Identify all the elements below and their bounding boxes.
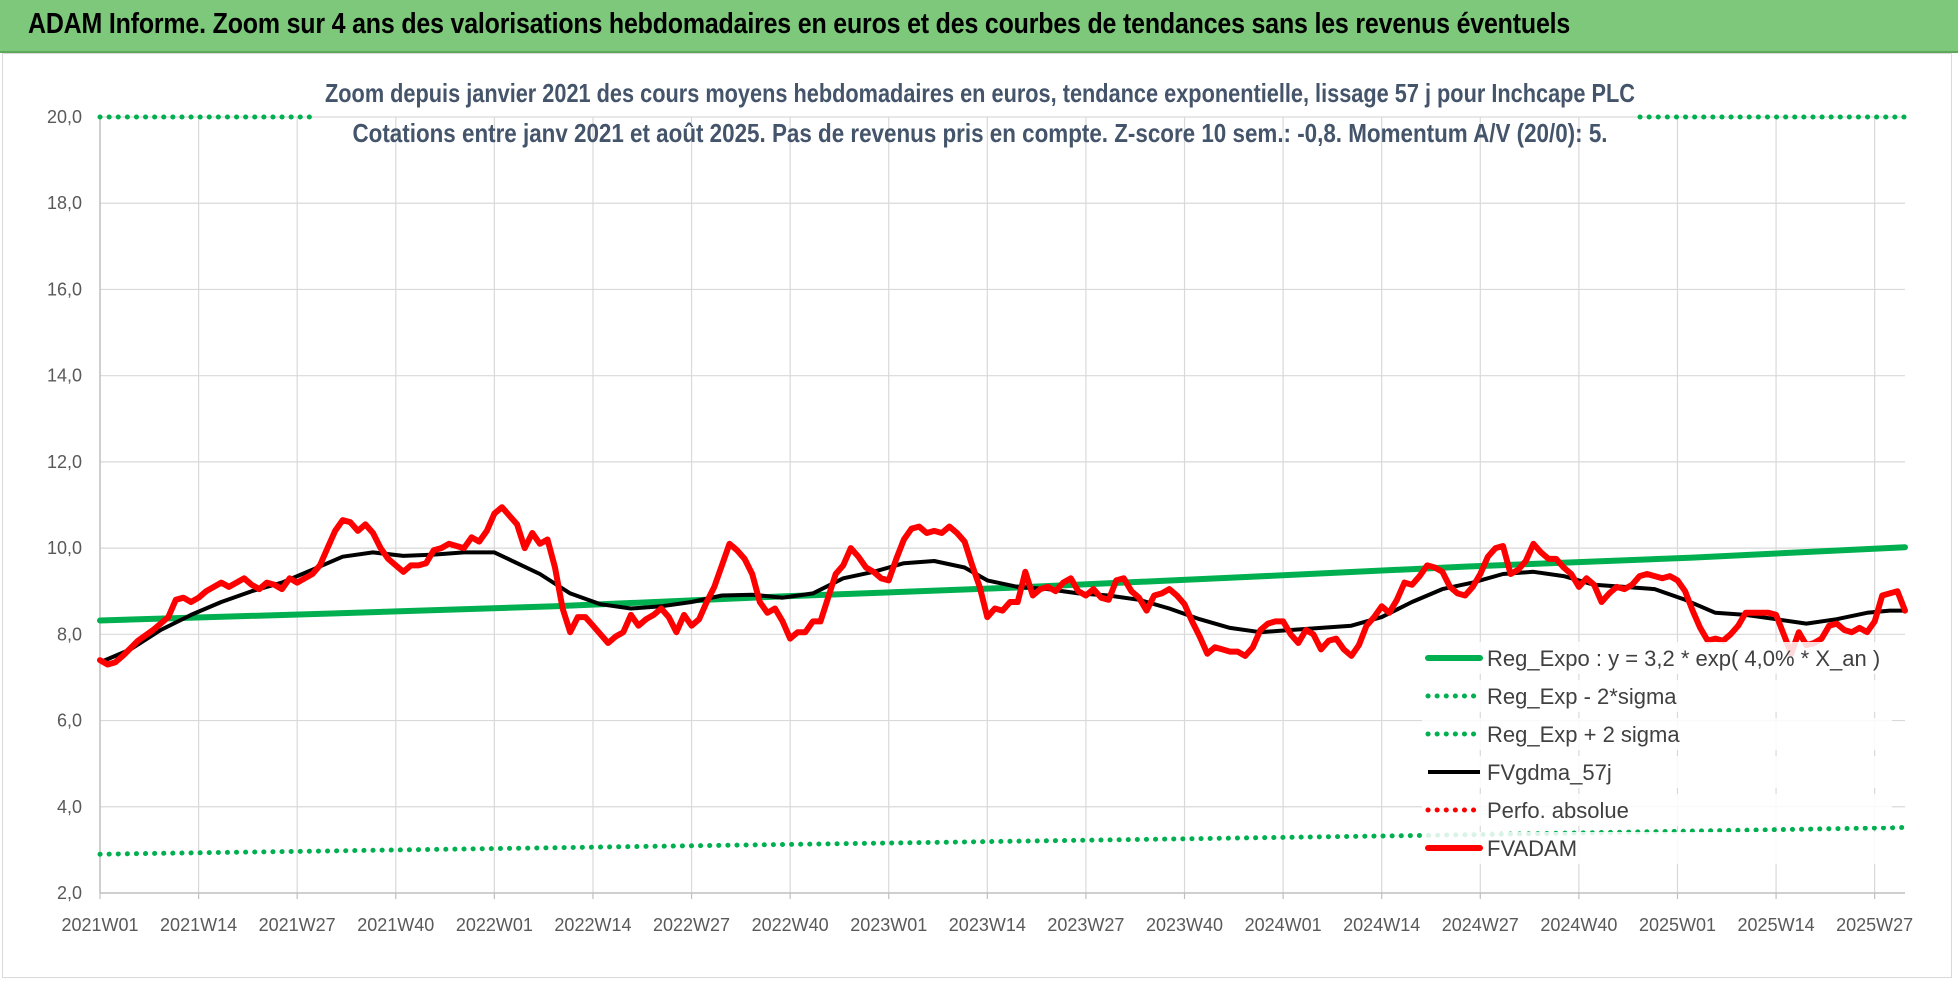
legend-label: Perfo. absolue bbox=[1487, 798, 1629, 823]
y-tick-label: 12,0 bbox=[47, 452, 82, 472]
legend: Reg_Expo : y = 3,2 * exp( 4,0% * X_an ) R… bbox=[1422, 642, 1892, 864]
y-tick-label: 10,0 bbox=[47, 538, 82, 558]
y-tick-label: 14,0 bbox=[47, 366, 82, 386]
x-tick-label: 2023W01 bbox=[850, 915, 927, 935]
legend-bg bbox=[1422, 680, 1892, 712]
x-tick-label: 2024W01 bbox=[1245, 915, 1322, 935]
axes: 2,0 4,0 6,0 8,0 10,0 12,0 14,0 16,0 18,0 20,0 2021… bbox=[47, 107, 1913, 935]
x-tick-label: 2021W14 bbox=[160, 915, 237, 935]
gridlines bbox=[100, 116, 1905, 893]
chart-title-line-2: Cotations entre janv 2021 et août 2025. … bbox=[353, 118, 1608, 148]
legend-label: FVgdma_57j bbox=[1487, 760, 1612, 785]
x-tick-label: 2022W27 bbox=[653, 915, 730, 935]
x-tick-label: 2021W01 bbox=[61, 915, 138, 935]
report-title: ADAM Informe. Zoom sur 4 ans des valoris… bbox=[28, 8, 1571, 40]
chart-title-line-1: Zoom depuis janvier 2021 des cours moyen… bbox=[325, 78, 1635, 108]
x-tick-label: 2024W40 bbox=[1540, 915, 1617, 935]
y-tick-label: 18,0 bbox=[47, 193, 82, 213]
x-tick-label: 2022W14 bbox=[554, 915, 631, 935]
series-line-reg-expo-y-3-2-exp-4-0-x-an bbox=[97, 544, 1908, 624]
x-tick-label: 2021W27 bbox=[259, 915, 336, 935]
legend-label: Reg_Exp - 2*sigma bbox=[1487, 684, 1677, 709]
y-tick-label: 6,0 bbox=[57, 711, 82, 731]
legend-bg bbox=[1422, 794, 1892, 826]
legend-label: FVADAM bbox=[1487, 836, 1577, 861]
x-tick-label: 2023W14 bbox=[949, 915, 1026, 935]
legend-label: Reg_Expo : y = 3,2 * exp( 4,0% * X_an ) bbox=[1487, 646, 1880, 671]
x-tick-label: 2023W40 bbox=[1146, 915, 1223, 935]
y-tick-label: 20,0 bbox=[47, 107, 82, 127]
legend-bg bbox=[1422, 756, 1892, 788]
x-tick-label: 2025W01 bbox=[1639, 915, 1716, 935]
legend-bg bbox=[1422, 642, 1892, 674]
chart-frame bbox=[2, 53, 1952, 978]
y-tick-label: 16,0 bbox=[47, 279, 82, 299]
x-tick-label: 2022W01 bbox=[456, 915, 533, 935]
y-tick-label: 2,0 bbox=[57, 883, 82, 903]
y-tick-label: 8,0 bbox=[57, 624, 82, 644]
x-tick-label: 2024W14 bbox=[1343, 915, 1420, 935]
x-tick-label: 2021W40 bbox=[357, 915, 434, 935]
x-tick-label: 2025W14 bbox=[1738, 915, 1815, 935]
report-banner: ADAM Informe. Zoom sur 4 ans des valoris… bbox=[0, 0, 1958, 53]
legend-bg bbox=[1422, 832, 1892, 864]
x-tick-label: 2024W27 bbox=[1442, 915, 1519, 935]
x-tick-label: 2022W40 bbox=[752, 915, 829, 935]
y-tick-label: 4,0 bbox=[57, 797, 82, 817]
x-tick-label: 2023W27 bbox=[1047, 915, 1124, 935]
legend-label: Reg_Exp + 2 sigma bbox=[1487, 722, 1680, 747]
series-line-fvadam bbox=[97, 504, 1908, 668]
x-tick-label: 2025W27 bbox=[1836, 915, 1913, 935]
legend-bg bbox=[1422, 718, 1892, 750]
